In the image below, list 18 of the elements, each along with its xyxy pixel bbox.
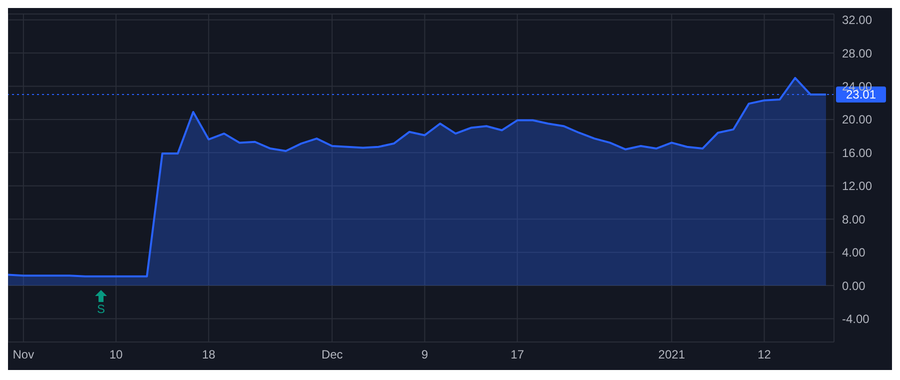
y-tick-label: 8.00 <box>842 212 866 226</box>
y-tick-label: 16.00 <box>842 146 872 160</box>
y-tick-label: 32.00 <box>842 13 872 28</box>
x-tick-label: 10 <box>109 348 124 362</box>
annotation: S <box>96 302 105 316</box>
x-tick-label: 9 <box>421 348 428 362</box>
x-tick-label: Dec <box>321 348 343 362</box>
x-tick-label: Nov <box>12 348 34 362</box>
y-tick-label: -4.00 <box>842 312 870 326</box>
y-tick-label: 4.00 <box>842 246 866 260</box>
y-tick-label: 20.00 <box>842 112 872 127</box>
y-tick-label: 0.00 <box>842 278 866 293</box>
x-tick-label: 18 <box>202 348 216 362</box>
x-tick-label: 17 <box>510 348 524 362</box>
x-tick-label: 12 <box>758 348 772 362</box>
x-tick-label: 2021 <box>658 348 686 362</box>
y-tick-label: 28.00 <box>842 46 872 60</box>
y-tick-label: 12.00 <box>842 179 872 194</box>
